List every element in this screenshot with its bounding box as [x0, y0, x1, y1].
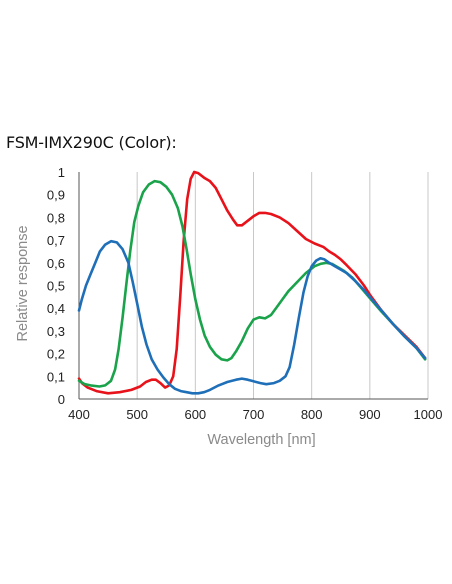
series-line-3 [77, 239, 427, 395]
x-axis-label: Wavelength [nm] [207, 432, 315, 448]
y-tick-label-10: 1 [58, 165, 65, 180]
y-tick-label-5: 0,5 [47, 279, 65, 294]
x-tick-label-800: 800 [301, 407, 323, 422]
x-tick-label-900: 900 [359, 407, 381, 422]
tick-labels: 400 500 600 700 800 900 1000 0 0,1 0,2 0,3 0,4 0,5 0,… [47, 165, 443, 422]
y-tick-label-2: 0,2 [47, 347, 65, 362]
series-lines [77, 170, 427, 395]
y-tick-label-8: 0,8 [47, 210, 65, 225]
series-line-2 [77, 179, 427, 388]
x-tick-label-400: 400 [68, 407, 90, 422]
y-tick-label-4: 0,4 [47, 301, 65, 316]
y-tick-label-0: 0 [58, 392, 65, 407]
y-tick-label-3: 0,3 [47, 324, 65, 339]
y-tick-label-9: 0,9 [47, 188, 65, 203]
axes [78, 172, 428, 400]
series-line-1 [77, 170, 427, 395]
x-tick-label-1000: 1000 [414, 407, 443, 422]
y-tick-label-1: 0,1 [47, 369, 65, 384]
y-axis-label: Relative response [15, 225, 31, 341]
chart-title: FSM-IMX290C (Color): [6, 133, 177, 152]
x-tick-label-500: 500 [126, 407, 148, 422]
y-tick-label-6: 0,6 [47, 256, 65, 271]
x-tick-label-600: 600 [184, 407, 206, 422]
grid-lines [136, 172, 429, 399]
y-tick-label-7: 0,7 [47, 233, 65, 248]
x-tick-label-700: 700 [243, 407, 265, 422]
